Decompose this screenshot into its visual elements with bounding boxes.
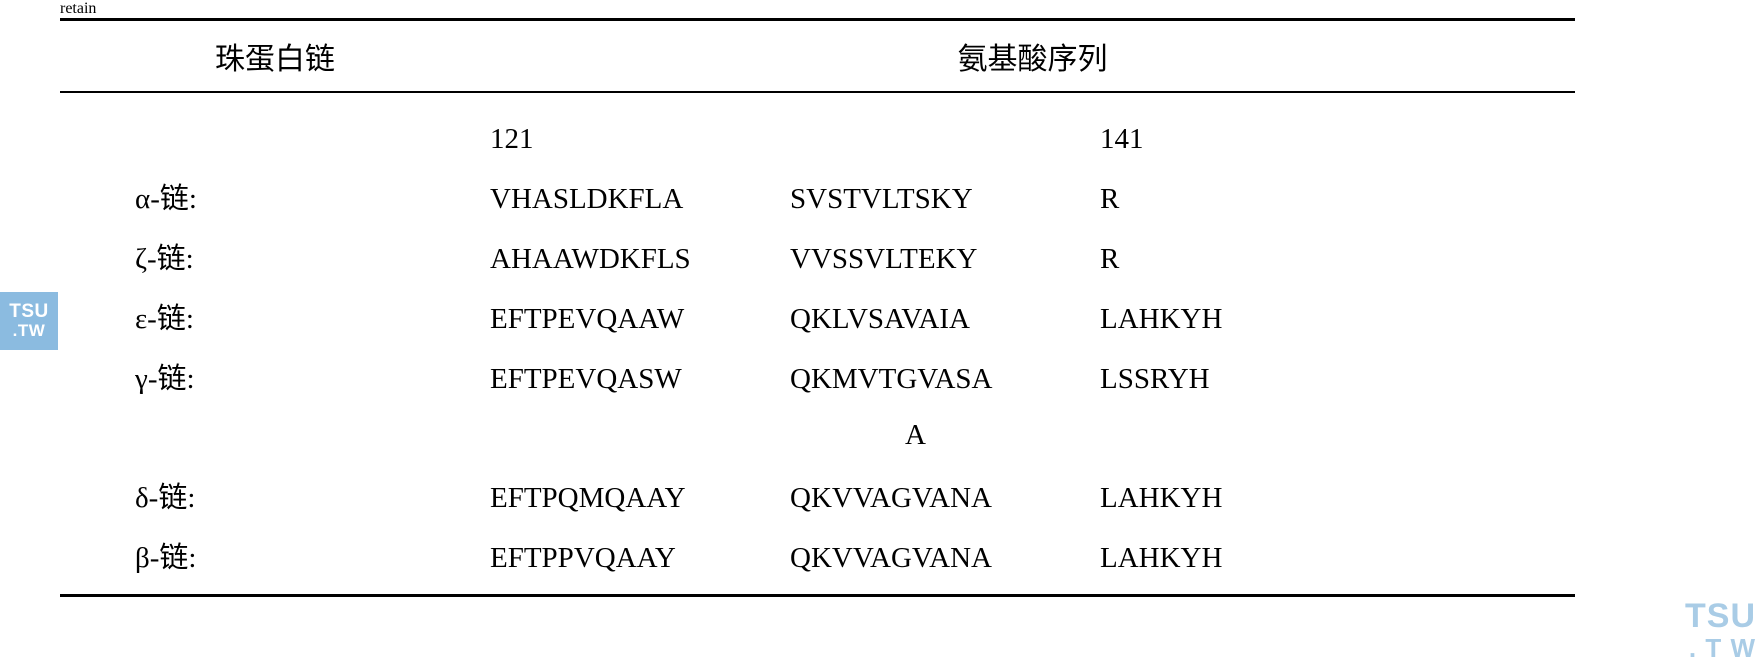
overflow-seq3-cell	[1100, 419, 1575, 452]
watermark-left-line2: .TW	[13, 321, 46, 340]
overflow-chain-cell	[60, 419, 490, 452]
seq-cell: LAHKYH	[1100, 482, 1575, 514]
seq-cell: VVSSVLTEKY	[790, 243, 1100, 275]
watermark-br-line1: TSU	[1685, 600, 1756, 632]
chain-label: α-链:	[60, 183, 490, 215]
index-pos-121: 121	[490, 123, 790, 155]
globin-sequence-table: retain 珠蛋白链 氨基酸序列 121 141 α-链: VHASLDKFL…	[60, 0, 1575, 597]
chain-label: ζ-链:	[60, 243, 490, 275]
position-index-row: 121 141	[60, 93, 1575, 161]
table-header-row: 珠蛋白链 氨基酸序列	[60, 21, 1575, 91]
chain-label: β-链:	[60, 542, 490, 574]
header-chain: 珠蛋白链	[60, 34, 490, 78]
seq-cell: QKVVAGVANA	[790, 542, 1100, 574]
table-row: δ-链: EFTPQMQAAY QKVVAGVANA LAHKYH	[60, 460, 1575, 520]
seq-cell: EFTPEVQAAW	[490, 303, 790, 335]
seq-cell: VHASLDKFLA	[490, 183, 790, 215]
seq-cell: LAHKYH	[1100, 303, 1575, 335]
seq-cell: LAHKYH	[1100, 542, 1575, 574]
table-row: β-链: EFTPPVQAAY QKVVAGVANA LAHKYH	[60, 520, 1575, 580]
table-row-overflow: A	[60, 401, 1575, 460]
seq-cell-overflow: A	[790, 419, 1100, 452]
table-row: γ-链: EFTPEVQASW QKMVTGVASA LSSRYH	[60, 341, 1575, 401]
chain-label: δ-链:	[60, 482, 490, 514]
rule-bottom	[60, 594, 1575, 597]
seq-cell: QKMVTGVASA	[790, 363, 1100, 395]
seq-cell: AHAAWDKFLS	[490, 243, 790, 275]
seq-cell: QKVVAGVANA	[790, 482, 1100, 514]
seq-cell: EFTPQMQAAY	[490, 482, 790, 514]
watermark-bottom-right: TSU . T W	[1685, 600, 1756, 664]
seq-cell: QKLVSAVAIA	[790, 303, 1100, 335]
chain-label: γ-链:	[60, 363, 490, 395]
seq-cell: EFTPEVQASW	[490, 363, 790, 395]
table-row: ε-链: EFTPEVQAAW QKLVSAVAIA LAHKYH	[60, 281, 1575, 341]
seq-cell: LSSRYH	[1100, 363, 1575, 395]
index-pos-141: 141	[1100, 123, 1575, 155]
table-row: ζ-链: AHAAWDKFLS VVSSVLTEKY R	[60, 221, 1575, 281]
watermark-left-line1: TSU	[9, 302, 49, 321]
table-row: α-链: VHASLDKFLA SVSTVLTSKY R	[60, 161, 1575, 221]
seq-cell: R	[1100, 183, 1575, 215]
header-sequence: 氨基酸序列	[490, 34, 1575, 78]
overflow-seq1-cell	[490, 419, 790, 452]
seq-cell: EFTPPVQAAY	[490, 542, 790, 574]
seq-cell: SVSTVLTSKY	[790, 183, 1100, 215]
watermark-br-line2: . T W	[1685, 632, 1756, 664]
chain-label: ε-链:	[60, 303, 490, 335]
watermark-left-badge: TSU .TW	[0, 292, 58, 350]
seq-cell: R	[1100, 243, 1575, 275]
